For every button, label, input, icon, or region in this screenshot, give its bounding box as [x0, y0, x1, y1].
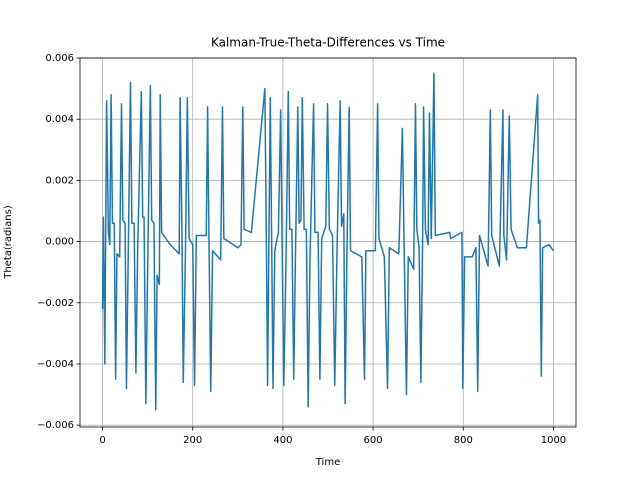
y-tick-label: −0.006 [37, 420, 74, 431]
x-axis-label: Time [315, 457, 340, 468]
x-tick-label: 400 [273, 435, 292, 446]
y-tick-label: −0.004 [37, 359, 74, 370]
y-tick-label: 0.002 [45, 175, 74, 186]
y-tick-label: −0.002 [37, 298, 74, 309]
plot-frame [79, 57, 577, 428]
y-tick-label: 0.004 [45, 114, 74, 125]
line-series [101, 72, 555, 411]
y-tick-label: 0.006 [45, 53, 74, 64]
y-tick-label: 0.000 [45, 237, 74, 248]
x-tick-label: 1000 [541, 435, 566, 446]
x-tick-label: 200 [183, 435, 202, 446]
chart-title: Kalman-True-Theta-Differences vs Time [211, 36, 445, 50]
x-tick-label: 800 [454, 435, 473, 446]
x-tick-label: 600 [364, 435, 383, 446]
x-tick-label: 0 [99, 435, 105, 446]
y-axis-label: Theta(radians) [3, 205, 14, 280]
